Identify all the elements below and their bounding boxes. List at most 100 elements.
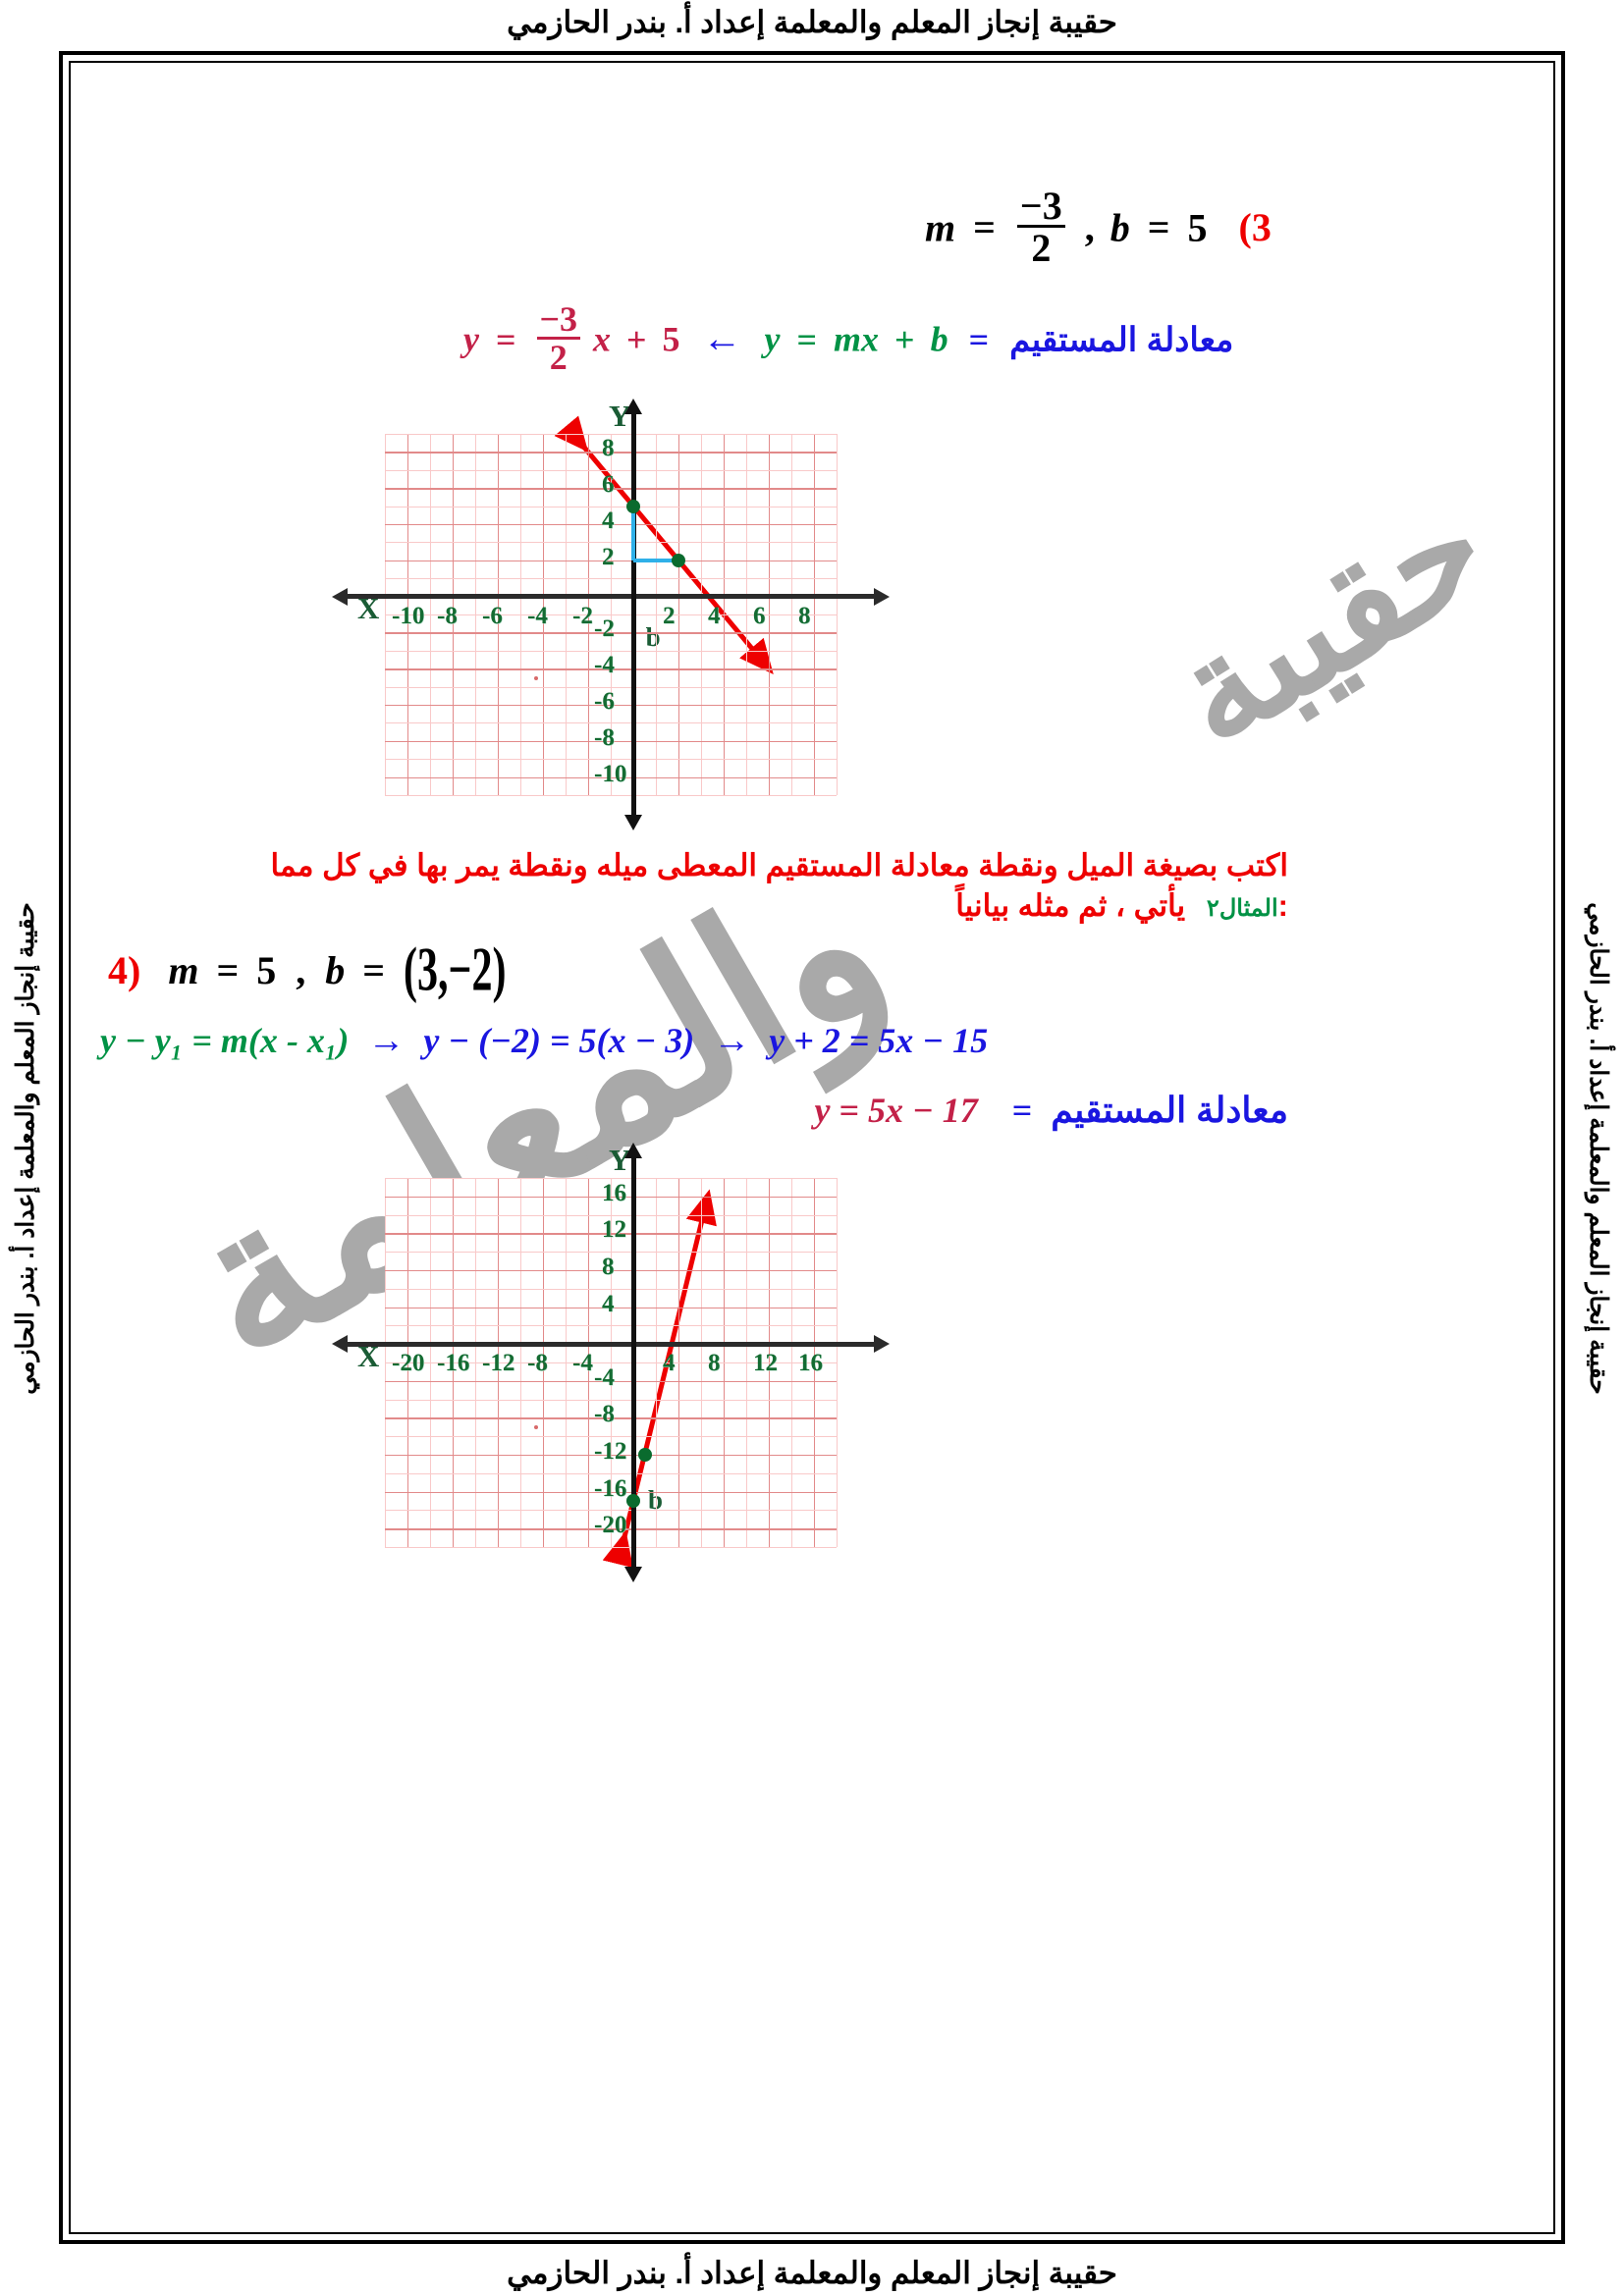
problem4-pointslope-form: y − y₁ = m(x - x₁) [100,1021,350,1060]
problem4-expanded: y + 2 = 5x − 15 [769,1021,989,1060]
grid-line-horizontal [385,1455,837,1457]
problem3-general-mx: mx [834,319,880,359]
y-tick-label: -20 [594,1512,627,1539]
right-arrow-icon-1: → [367,1020,406,1061]
problem3-result-plus: + [626,319,647,359]
graph-2-x-axis-label: X [357,1339,380,1373]
x-tick-label: -6 [482,602,503,629]
grid-line-horizontal [385,1472,837,1474]
x-tick-label: -8 [437,602,458,629]
x-tick-label: 4 [663,1350,676,1377]
y-axis-arrow-down [624,815,642,830]
grid-line-horizontal [385,1270,837,1272]
problem3-slope-symbol: m [925,205,956,250]
grid-line-horizontal [385,1491,837,1493]
instruction-line-2: يأتي ، ثم مثله بيانياً: [955,888,1288,923]
problem3-general-plus: + [894,319,915,359]
data-point [626,499,640,513]
rise-marker [631,506,635,561]
y-axis-arrow-up [624,1143,642,1158]
grid-line-horizontal [385,1196,837,1199]
problem3-result-const: 5 [662,319,680,359]
x-tick-label: -2 [572,602,593,629]
problem4-line-equation-label: معادلة المستقيم [1051,1090,1288,1130]
data-point [637,1448,652,1462]
y-tick-label: 4 [602,1290,615,1317]
y-tick-label: 16 [602,1179,626,1206]
problem3-general-y: y [764,319,781,359]
problem4-point-symbol: b [325,948,346,992]
graph-2: X Y b -20-16-12-8-4481216161284-4-8-12-1… [332,1143,890,1582]
y-tick-label: -8 [594,1401,615,1428]
data-point [626,1494,640,1508]
data-point [672,553,685,567]
grid-line-horizontal [385,1178,837,1179]
y-axis-arrow-down [624,1567,642,1582]
grid-line-horizontal [385,1417,837,1419]
y-tick-label: -4 [594,1363,615,1391]
y-tick-label: -8 [594,723,615,751]
border-band-left: حقيبة إنجاز المعلم والمعلمة إعداد أ. بند… [0,45,51,2251]
plot-line [602,1189,717,1569]
x-axis [348,1341,874,1347]
grid-line-horizontal [385,1325,837,1327]
x-axis-arrow-right [874,1335,890,1354]
graph-1-x-axis-label: X [357,591,380,625]
x-tick-label: -4 [572,1350,593,1377]
grid-line-vertical [837,1178,838,1547]
problem3-equals-2: = [1147,205,1170,250]
x-tick-label: 4 [708,602,721,629]
stray-mark [533,675,538,680]
border-text-top: حقيبة إنجاز المعلم والمعلمة إعداد أ. بند… [507,5,1117,39]
grid-line-horizontal [385,632,837,634]
x-tick-label: 2 [663,602,676,629]
y-tick-label: 12 [602,1216,626,1244]
grid-line-horizontal [385,452,837,454]
grid-line-horizontal [385,740,837,743]
x-tick-label: -20 [392,1350,425,1377]
run-marker [633,558,678,562]
x-tick-label: 8 [708,1350,721,1377]
problem3-result-fraction: −3 2 [536,301,581,377]
x-tick-label: -4 [527,602,548,629]
grid-line-horizontal [385,1252,837,1254]
grid-line-horizontal [385,650,837,652]
x-axis [348,594,874,600]
border-text-left: حقيبة إنجاز المعلم والمعلمة إعداد أ. بند… [12,901,39,1395]
problem4-givens: 4) m = 5 , b = (3,−2) [108,937,507,1005]
grid-line-horizontal [385,614,837,615]
y-tick-label: 8 [602,1254,615,1280]
y-tick-label: 2 [602,543,615,570]
x-tick-label: 16 [798,1350,823,1377]
problem3-result-x: x [593,319,612,359]
border-band-top: حقيبة إنجاز المعلم والمعلمة إعداد أ. بند… [0,0,1624,45]
problem3-line-equation-label: معادلة المستقيم [1009,321,1234,359]
x-tick-label: 12 [753,1350,778,1377]
problem3-comma: , [1084,205,1095,250]
grid-line-horizontal [385,1528,837,1530]
grid-line-horizontal [385,705,837,707]
grid-line-horizontal [385,1510,837,1512]
grid-line-horizontal [385,524,837,526]
grid-line-horizontal [385,1214,837,1216]
problem3-number: (3 [1238,205,1272,250]
y-tick-label: 8 [602,435,615,462]
problem4-point-value: (3,−2) [404,936,507,1005]
problem4-substituted: y − (−2) = 5(x − 3) [423,1021,695,1060]
problem3-slope-numerator: −3 [1019,184,1062,228]
problem3-label-equals: = [968,319,990,359]
x-tick-label: 8 [798,602,811,629]
instruction-example-tag: المثال٢ [1206,895,1278,922]
y-tick-label: -12 [594,1438,627,1465]
grid-line-horizontal [385,722,837,724]
stray-mark [533,1424,538,1429]
problem3-derivation-row: y = −3 2 x + 5 ← y = mx + b = معادلة الم… [463,301,1234,377]
border-band-bottom: حقيبة إنجاز المعلم والمعلمة إعداد أ. بند… [0,2251,1624,2296]
problem4-derivation-row: y − y₁ = m(x - x₁) → y − (−2) = 5(x − 3)… [100,1019,988,1062]
grid-line-horizontal [385,1399,837,1401]
problem4-equals-2: = [362,948,386,992]
grid-line-horizontal [385,1288,837,1290]
y-tick-label: -6 [594,688,615,715]
problem4-slope-value: 5 [256,948,277,992]
grid-line-horizontal [385,542,837,544]
